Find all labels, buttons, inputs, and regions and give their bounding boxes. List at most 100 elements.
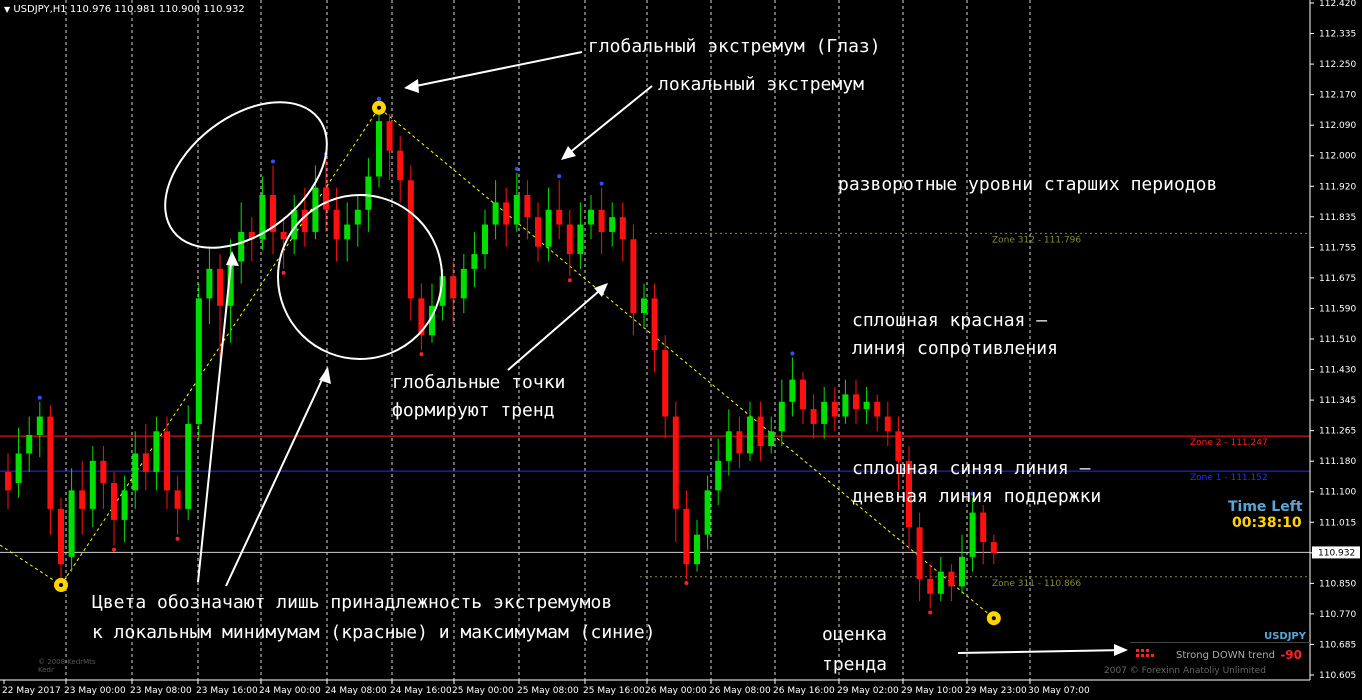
candle-body bbox=[524, 195, 531, 218]
level-label: Zone 2 - 111.247 bbox=[1190, 438, 1268, 448]
candle-body bbox=[863, 401, 870, 410]
candle-body bbox=[376, 121, 382, 177]
fractal-low-dot bbox=[684, 581, 689, 585]
candle-body bbox=[535, 217, 541, 247]
time-tick-label: 24 May 00:00 bbox=[259, 686, 321, 696]
candle-body bbox=[990, 542, 997, 554]
candle-body bbox=[248, 231, 255, 240]
arrowhead-global-extremum bbox=[404, 79, 419, 93]
candle-body bbox=[906, 460, 912, 528]
trend-dots-icon bbox=[1136, 649, 1154, 657]
price-tick-label: 111.100 bbox=[1319, 488, 1356, 498]
arrowhead-trend-estimate bbox=[1114, 644, 1128, 656]
candle-body bbox=[959, 556, 965, 587]
candle-body bbox=[26, 435, 33, 454]
candle-body bbox=[238, 231, 245, 262]
label-trend-estimate-2: тренда bbox=[822, 654, 888, 675]
price-tick-label: 112.420 bbox=[1319, 0, 1356, 9]
candle-body bbox=[672, 416, 679, 509]
global-extremum-center bbox=[377, 105, 381, 110]
price-tick-label: 110.685 bbox=[1319, 640, 1356, 650]
candle-body bbox=[969, 512, 976, 557]
candle-body bbox=[619, 217, 626, 240]
candle-body bbox=[58, 508, 64, 565]
price-axis: 112.420 112.335 112.250 112.170 112.090 112.0… bbox=[1309, 0, 1362, 700]
fractal-high-dot bbox=[271, 159, 275, 164]
candle-body bbox=[884, 416, 891, 432]
arrowhead-colors-2 bbox=[319, 367, 331, 384]
candle-body bbox=[195, 298, 202, 424]
fractal-low-dot bbox=[928, 610, 933, 615]
arrow-trend-estimate bbox=[957, 649, 1127, 654]
price-tick-label: 112.335 bbox=[1319, 30, 1356, 40]
candle-body bbox=[980, 512, 987, 543]
candle-body bbox=[937, 571, 944, 594]
candle-body bbox=[630, 239, 637, 314]
dropdown-triangle-icon[interactable]: ▼ bbox=[4, 5, 11, 14]
candle-body bbox=[217, 268, 223, 306]
label-colors-1: Цвета обозначают лишь принадлежность экс… bbox=[92, 592, 613, 613]
candle-body bbox=[132, 453, 139, 491]
candle-body bbox=[778, 401, 785, 432]
price-tick-label: 112.250 bbox=[1319, 60, 1356, 70]
time-tick-label: 29 May 02:00 bbox=[837, 686, 899, 696]
candle-body bbox=[36, 416, 43, 435]
candle-body bbox=[439, 276, 446, 306]
fractal-high-dot bbox=[790, 351, 795, 356]
candle-body bbox=[174, 490, 181, 509]
candle-body bbox=[270, 195, 276, 232]
price-tick-label: 111.920 bbox=[1319, 182, 1356, 192]
candle-body bbox=[407, 180, 414, 299]
price-tick-label: 110.770 bbox=[1319, 610, 1356, 620]
label-red-line-1: сплошная красная – bbox=[852, 310, 1048, 331]
price-tick-label: 111.015 bbox=[1319, 518, 1356, 528]
time-tick-label: 25 May 16:00 bbox=[583, 686, 645, 696]
candle-body bbox=[556, 209, 563, 225]
circle-global-area bbox=[277, 194, 443, 360]
candle-body bbox=[715, 460, 722, 491]
current-price-label: 110.932 bbox=[1318, 548, 1355, 558]
time-tick-label: 23 May 00:00 bbox=[64, 686, 126, 696]
price-tick-label: 111.755 bbox=[1319, 243, 1356, 253]
chart-header-text: USDJPY,H1 110.976 110.981 110.900 110.93… bbox=[13, 4, 245, 15]
price-tick-label: 111.430 bbox=[1319, 366, 1356, 376]
candle-body bbox=[577, 224, 584, 255]
time-tick-label: 23 May 08:00 bbox=[130, 686, 192, 696]
price-tick-label: 111.265 bbox=[1319, 427, 1356, 437]
candle-body bbox=[895, 431, 902, 461]
arrow-heads bbox=[226, 79, 1128, 656]
candle-body bbox=[386, 121, 393, 151]
candle-body bbox=[704, 490, 711, 535]
label-global-points-1: глобальные точки bbox=[392, 372, 566, 393]
candle-body bbox=[503, 202, 510, 225]
candle-body bbox=[725, 431, 732, 461]
candle-body bbox=[429, 305, 435, 336]
fractal-high-dot bbox=[970, 491, 975, 496]
candle-body bbox=[927, 579, 934, 594]
candle-body bbox=[566, 224, 573, 255]
arrow-global-extremum bbox=[405, 51, 583, 89]
time-tick-label: 26 May 16:00 bbox=[773, 686, 835, 696]
candle-body bbox=[323, 187, 329, 210]
fractal-low-dot bbox=[419, 352, 424, 357]
callout-shapes bbox=[164, 51, 1127, 654]
fractal-high-dot bbox=[37, 395, 42, 400]
price-tick-label: 111.510 bbox=[1319, 335, 1356, 345]
candles bbox=[5, 102, 997, 609]
label-blue-line-2: дневная линия поддержки bbox=[852, 486, 1102, 507]
candle-body bbox=[418, 298, 425, 336]
global-extremum-center bbox=[59, 583, 63, 587]
grid-lines bbox=[65, 0, 1031, 680]
time-tick-label: 24 May 16:00 bbox=[390, 686, 452, 696]
candle-body bbox=[821, 401, 828, 424]
candle-body bbox=[354, 209, 361, 225]
candle-body bbox=[301, 209, 308, 232]
candle-body bbox=[874, 401, 881, 417]
candle-body bbox=[641, 298, 647, 314]
candle-body bbox=[47, 416, 54, 509]
fractal-high-dot bbox=[599, 181, 604, 186]
candle-body bbox=[609, 217, 616, 232]
candle-body bbox=[100, 460, 107, 483]
arrow-colors-2 bbox=[225, 368, 328, 587]
